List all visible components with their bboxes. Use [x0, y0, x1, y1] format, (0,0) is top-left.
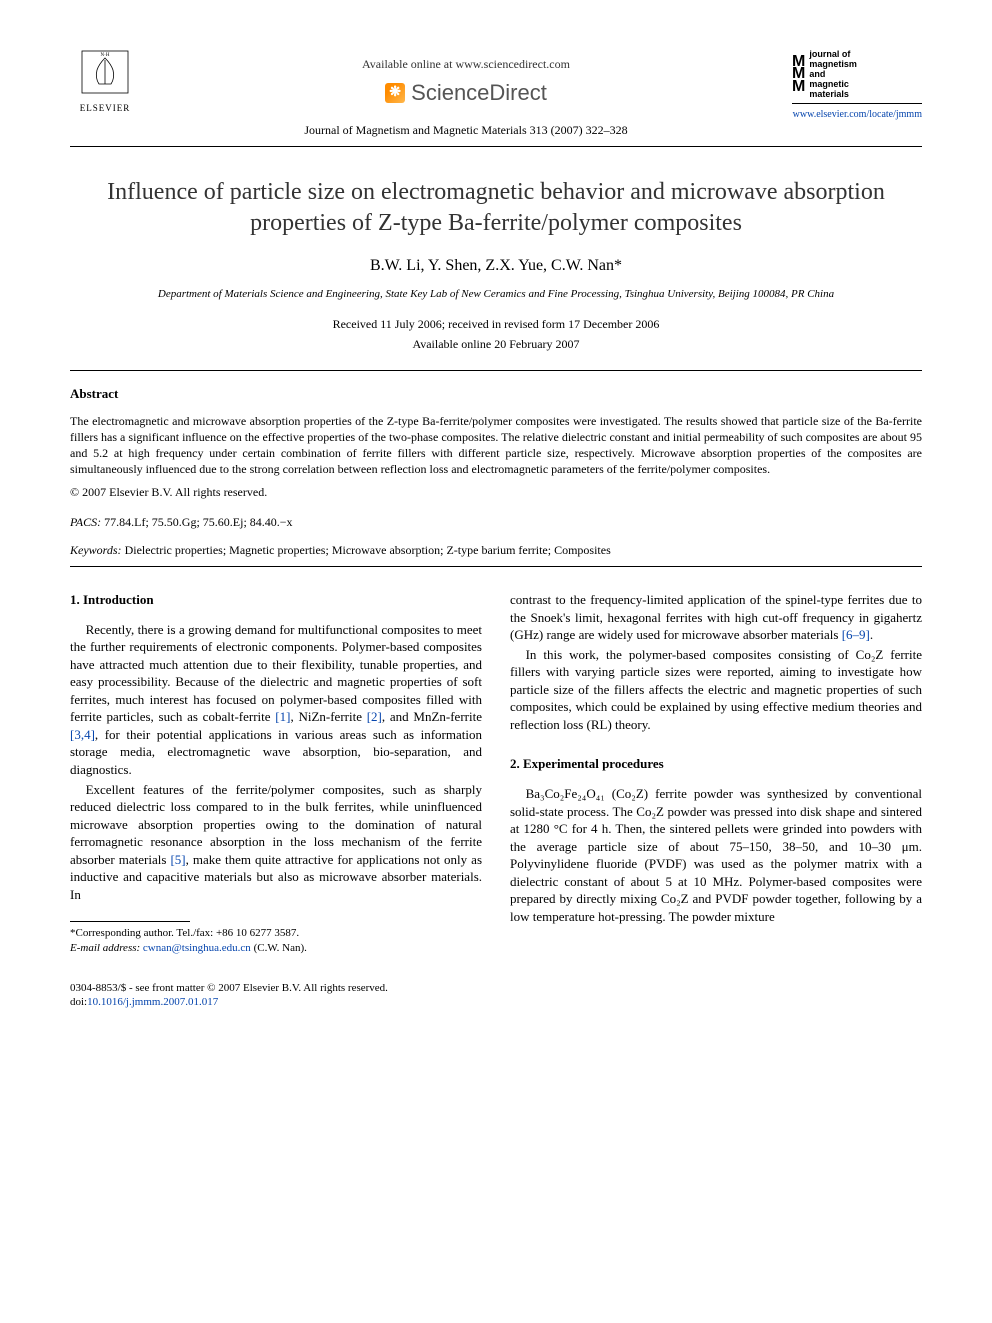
- sciencedirect-text: ScienceDirect: [411, 78, 547, 108]
- p1b: , NiZn-ferrite: [290, 709, 366, 724]
- doi-label: doi:: [70, 996, 87, 1008]
- p1d: , for their potential applications in va…: [70, 727, 482, 777]
- right-column: contrast to the frequency-limited applic…: [510, 591, 922, 955]
- header-divider: [70, 146, 922, 147]
- svg-text:N·H: N·H: [101, 53, 110, 58]
- abstract-top-divider: [70, 370, 922, 371]
- jm-wave-icon: MMM: [792, 56, 803, 94]
- article-title: Influence of particle size on electromag…: [90, 177, 902, 239]
- elsevier-logo: N·H ELSEVIER: [70, 50, 140, 114]
- email-line: E-mail address: cwnan@tsinghua.edu.cn (C…: [70, 941, 482, 955]
- intro-para-2: Excellent features of the ferrite/polyme…: [70, 781, 482, 904]
- intro-para-1: Recently, there is a growing demand for …: [70, 621, 482, 779]
- jl-line4: magnetic: [809, 79, 849, 89]
- p1c: , and MnZn-ferrite: [382, 709, 482, 724]
- journal-logo-top: MMM journal of magnetism and magnetic ma…: [792, 50, 922, 104]
- journal-reference: Journal of Magnetism and Magnetic Materi…: [140, 122, 792, 138]
- footer-copyright: 0304-8853/$ - see front matter © 2007 El…: [70, 981, 922, 995]
- experimental-heading: 2. Experimental procedures: [510, 755, 922, 773]
- intro-para-3: In this work, the polymer-based composit…: [510, 646, 922, 734]
- abstract-text: The electromagnetic and microwave absorp…: [70, 413, 922, 478]
- corresponding-email[interactable]: cwnan@tsinghua.edu.cn: [143, 942, 251, 954]
- ref-link-1[interactable]: [1]: [275, 709, 290, 724]
- sciencedirect-icon: ❋: [385, 83, 405, 103]
- journal-url-link[interactable]: www.elsevier.com/locate/jmmm: [792, 108, 922, 122]
- journal-logo-text: journal of magnetism and magnetic materi…: [809, 50, 857, 99]
- intro-para-2-cont: contrast to the frequency-limited applic…: [510, 591, 922, 644]
- keywords-label: Keywords:: [70, 543, 122, 557]
- footnote-separator: [70, 921, 190, 922]
- pacs-codes: 77.84.Lf; 75.50.Gg; 75.60.Ej; 84.40.−x: [104, 515, 292, 529]
- ref-link-69[interactable]: [6–9]: [842, 627, 870, 642]
- received-date: Received 11 July 2006; received in revis…: [70, 316, 922, 332]
- jl-line2: magnetism: [809, 59, 857, 69]
- doi-link[interactable]: 10.1016/j.jmmm.2007.01.017: [87, 996, 218, 1008]
- available-online-text: Available online at www.sciencedirect.co…: [140, 56, 792, 72]
- experimental-para-1: Ba₃Co₂Fe₂₄O₄₁ (Co₂Z) ferrite powder was …: [510, 785, 922, 925]
- abstract-heading: Abstract: [70, 385, 922, 403]
- ref-link-34[interactable]: [3,4]: [70, 727, 95, 742]
- corresponding-text: *Corresponding author. Tel./fax: +86 10 …: [70, 926, 482, 940]
- keywords-list: Dielectric properties; Magnetic properti…: [125, 543, 611, 557]
- jl-line1: journal of: [809, 49, 850, 59]
- available-date: Available online 20 February 2007: [70, 336, 922, 352]
- ref-link-2[interactable]: [2]: [367, 709, 382, 724]
- journal-logo-block: MMM journal of magnetism and magnetic ma…: [792, 50, 922, 122]
- email-suffix: (C.W. Nan).: [254, 942, 307, 954]
- jl-line5: materials: [809, 89, 849, 99]
- left-column: 1. Introduction Recently, there is a gro…: [70, 591, 482, 955]
- doi-line: doi:10.1016/j.jmmm.2007.01.017: [70, 995, 922, 1009]
- body-columns: 1. Introduction Recently, there is a gro…: [70, 591, 922, 955]
- abstract-copyright: © 2007 Elsevier B.V. All rights reserved…: [70, 484, 922, 500]
- affiliation: Department of Materials Science and Engi…: [70, 287, 922, 302]
- abstract-body: The electromagnetic and microwave absorp…: [70, 414, 922, 477]
- authors-list: B.W. Li, Y. Shen, Z.X. Yue, C.W. Nan*: [70, 255, 922, 277]
- page-header: N·H ELSEVIER Available online at www.sci…: [70, 50, 922, 138]
- elsevier-tree-icon: N·H: [70, 50, 140, 100]
- corresponding-footnote: *Corresponding author. Tel./fax: +86 10 …: [70, 926, 482, 955]
- sciencedirect-banner: ❋ ScienceDirect: [385, 78, 547, 108]
- jl-line3: and: [809, 69, 825, 79]
- elsevier-label: ELSEVIER: [70, 102, 140, 114]
- intro-heading: 1. Introduction: [70, 591, 482, 609]
- p2d: .: [870, 627, 873, 642]
- keywords-line: Keywords: Dielectric properties; Magneti…: [70, 542, 922, 558]
- pacs-label: PACS:: [70, 515, 101, 529]
- email-label: E-mail address:: [70, 942, 140, 954]
- header-center: Available online at www.sciencedirect.co…: [140, 50, 792, 138]
- pacs-line: PACS: 77.84.Lf; 75.50.Gg; 75.60.Ej; 84.4…: [70, 514, 922, 530]
- abstract-bottom-divider: [70, 566, 922, 567]
- page-footer: 0304-8853/$ - see front matter © 2007 El…: [70, 981, 922, 1010]
- ref-link-5[interactable]: [5]: [170, 852, 185, 867]
